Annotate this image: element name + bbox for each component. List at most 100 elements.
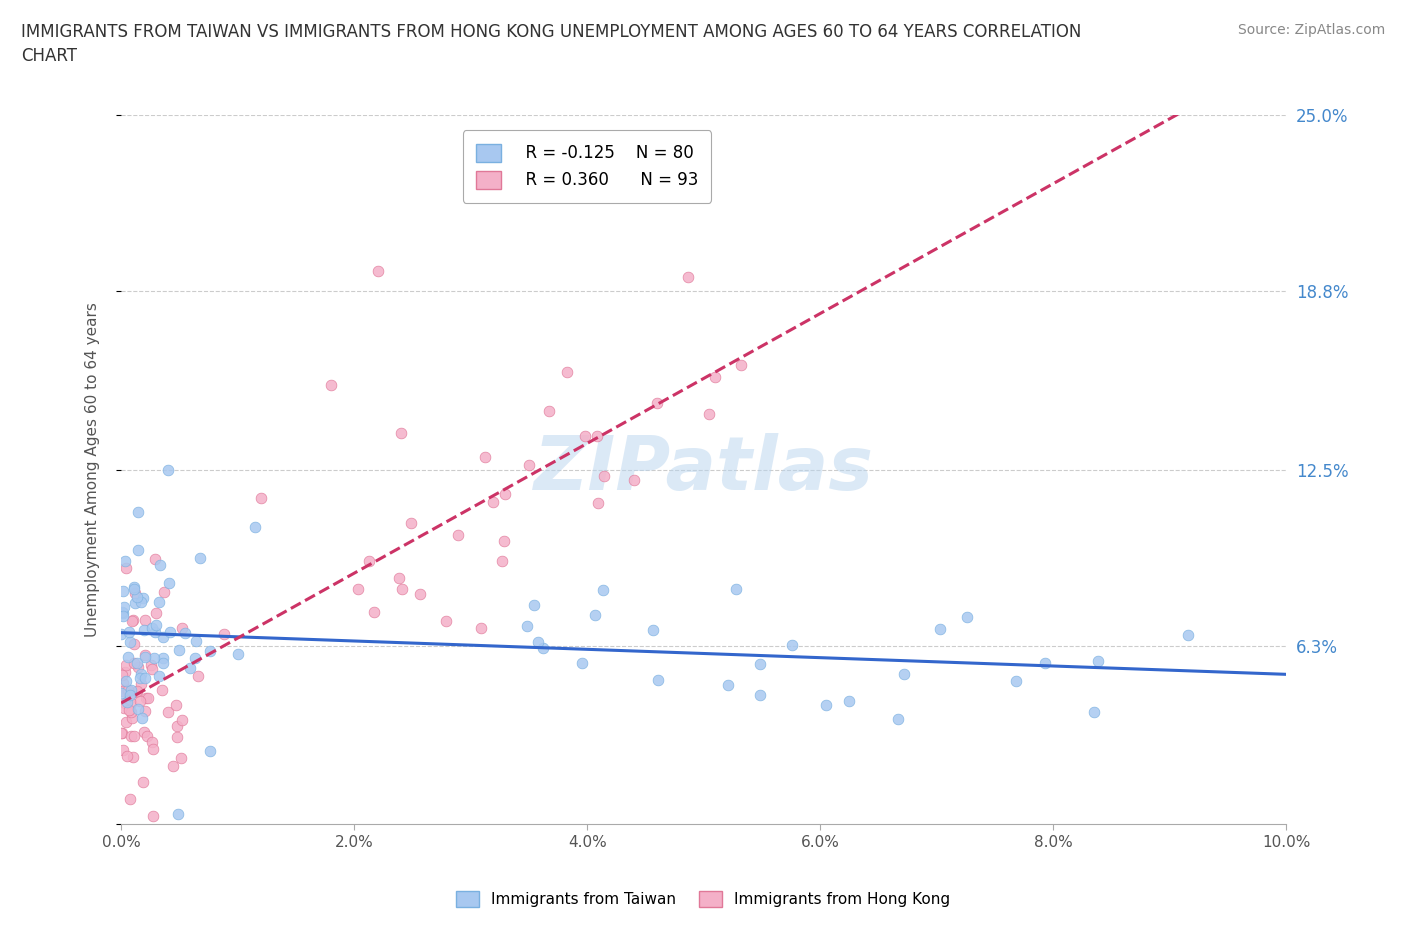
Point: [156, 705, 179, 720]
Point: [145, 624, 167, 639]
Point: [187, 669, 209, 684]
Point: [592, 469, 614, 484]
Point: [588, 496, 610, 511]
Point: [571, 656, 593, 671]
Point: [125, 684, 148, 699]
Point: [583, 607, 606, 622]
Point: [647, 672, 669, 687]
Point: [555, 365, 578, 380]
Point: [389, 425, 412, 440]
Point: [678, 270, 700, 285]
Point: [357, 553, 380, 568]
Point: [170, 620, 193, 635]
Point: [748, 657, 770, 671]
Point: [121, 614, 143, 629]
Point: [111, 583, 134, 598]
Point: [122, 582, 145, 597]
Point: [141, 735, 163, 750]
Point: [134, 649, 156, 664]
Point: [121, 711, 143, 725]
Point: [114, 665, 136, 680]
Point: [523, 598, 546, 613]
Point: [527, 634, 550, 649]
Point: [134, 647, 156, 662]
Point: [574, 428, 596, 443]
Point: [434, 613, 457, 628]
Point: [517, 458, 540, 472]
Point: [363, 605, 385, 620]
Point: [112, 684, 135, 698]
Point: [226, 646, 249, 661]
Point: [717, 678, 740, 693]
Point: [645, 396, 668, 411]
Point: [120, 683, 142, 698]
Point: [122, 656, 145, 671]
Point: [129, 676, 152, 691]
Point: [114, 673, 136, 688]
Point: [531, 640, 554, 655]
Point: [179, 660, 201, 675]
Point: [145, 605, 167, 620]
Point: [814, 698, 837, 713]
Point: [886, 711, 908, 726]
Point: [149, 557, 172, 572]
Point: [141, 661, 163, 676]
Point: [114, 658, 136, 672]
Point: [111, 606, 134, 621]
Point: [641, 622, 664, 637]
Point: [127, 542, 149, 557]
Point: [115, 715, 138, 730]
Point: [470, 620, 492, 635]
Point: [122, 612, 145, 627]
Point: [153, 585, 176, 600]
Point: [725, 582, 748, 597]
Point: [190, 551, 212, 565]
Point: [516, 619, 538, 634]
Point: [347, 582, 370, 597]
Point: [120, 791, 142, 806]
Point: [115, 749, 138, 764]
Point: [183, 651, 205, 666]
Point: [120, 696, 142, 711]
Point: [749, 687, 772, 702]
Point: [1005, 673, 1028, 688]
Point: [131, 775, 153, 790]
Point: [131, 594, 153, 609]
Point: [893, 666, 915, 681]
Point: [162, 759, 184, 774]
Point: [136, 691, 159, 706]
Point: [169, 751, 191, 765]
Point: [122, 728, 145, 743]
Y-axis label: Unemployment Among Ages 60 to 64 years: Unemployment Among Ages 60 to 64 years: [86, 302, 100, 637]
Point: [120, 688, 142, 703]
Point: [118, 702, 141, 717]
Point: [134, 724, 156, 739]
Point: [586, 429, 609, 444]
Point: [494, 534, 516, 549]
Point: [127, 701, 149, 716]
Point: [697, 406, 720, 421]
Point: [122, 750, 145, 764]
Point: [111, 743, 134, 758]
Text: IMMIGRANTS FROM TAIWAN VS IMMIGRANTS FROM HONG KONG UNEMPLOYMENT AMONG AGES 60 T: IMMIGRANTS FROM TAIWAN VS IMMIGRANTS FRO…: [21, 23, 1081, 65]
Point: [117, 650, 139, 665]
Point: [1033, 655, 1056, 670]
Point: [115, 560, 138, 575]
Point: [166, 729, 188, 744]
Point: [956, 610, 979, 625]
Point: [125, 684, 148, 698]
Point: [110, 685, 132, 700]
Point: [124, 585, 146, 600]
Point: [143, 551, 166, 566]
Point: [166, 718, 188, 733]
Text: ZIPatlas: ZIPatlas: [534, 433, 873, 506]
Point: [623, 472, 645, 487]
Point: [704, 370, 727, 385]
Point: [173, 626, 195, 641]
Point: [243, 520, 266, 535]
Point: [150, 683, 173, 698]
Text: Source: ZipAtlas.com: Source: ZipAtlas.com: [1237, 23, 1385, 37]
Point: [148, 669, 170, 684]
Point: [537, 404, 560, 418]
Point: [129, 693, 152, 708]
